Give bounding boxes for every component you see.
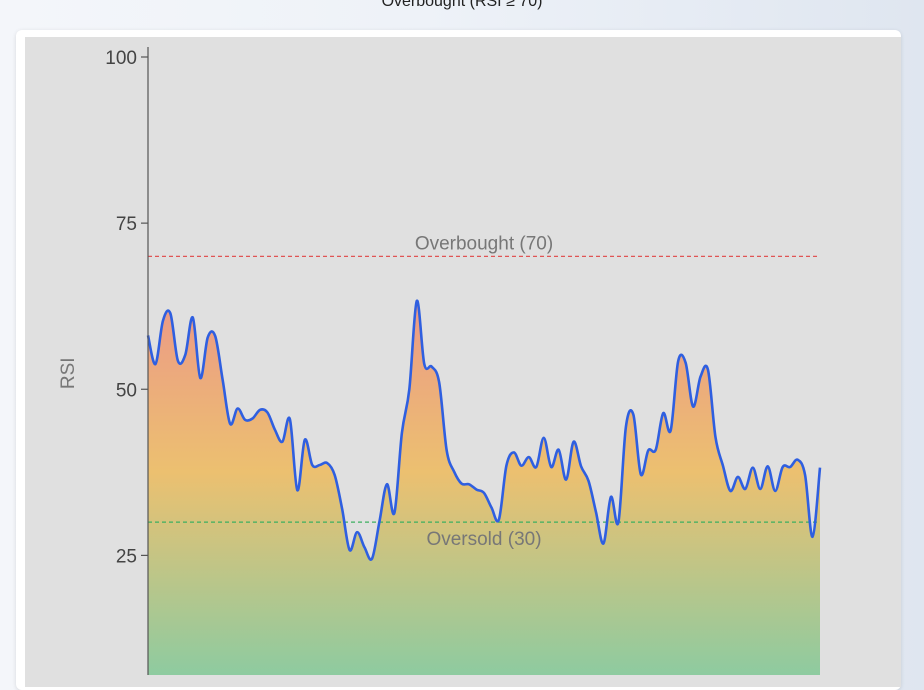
- overbought-label: Overbought (70): [415, 233, 553, 254]
- y-tick-label: 25: [116, 546, 137, 567]
- y-tick-label: 50: [116, 380, 137, 401]
- rsi-chart: Overbought (70) Oversold (30) 25 50 75 100 R…: [58, 47, 822, 675]
- line-layer: [146, 299, 822, 561]
- y-tick-label: 75: [116, 214, 137, 235]
- area-layer: [148, 300, 820, 675]
- rsi-area-fill: [148, 300, 820, 675]
- y-axis: 25 50 75 100: [105, 47, 149, 675]
- reference-lines: Overbought (70) Oversold (30): [148, 233, 820, 550]
- y-tick-label: 100: [105, 48, 137, 69]
- oversold-label: Oversold (30): [426, 529, 541, 550]
- rsi-line: [146, 299, 822, 561]
- y-axis-label: RSI: [58, 357, 79, 389]
- chart-title: Overbought (RSI ≥ 70): [381, 0, 543, 10]
